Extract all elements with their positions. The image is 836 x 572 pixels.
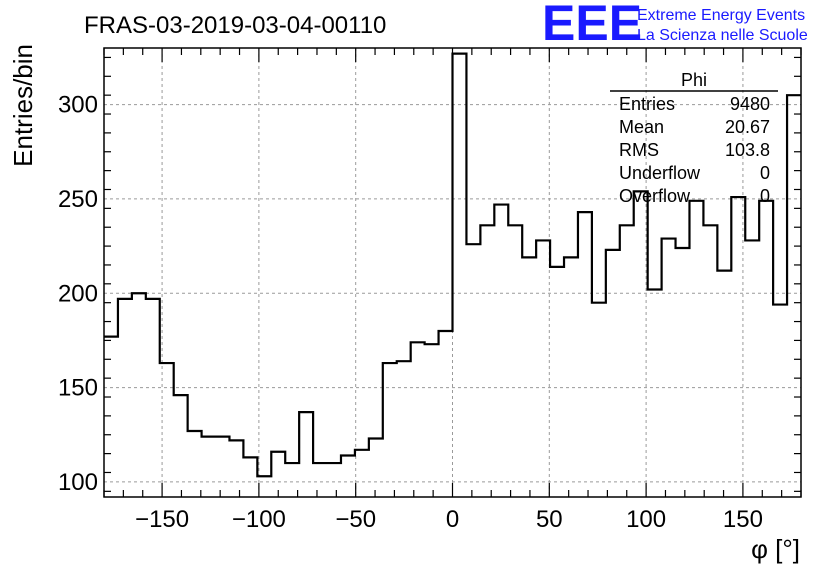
histogram-bin <box>634 191 648 497</box>
histogram-bin <box>202 437 216 497</box>
x-axis-label: φ [°] <box>751 534 800 564</box>
histogram-bin <box>229 440 243 497</box>
histogram-bin <box>146 299 160 497</box>
chart-title: FRAS-03-2019-03-04-00110 <box>84 12 386 39</box>
histogram-bin <box>243 457 257 497</box>
histogram-bin <box>188 431 202 497</box>
x-tick-label: −100 <box>232 506 286 533</box>
stats-value: 20.67 <box>725 117 770 137</box>
y-axis-label: Entries/bin <box>8 44 38 167</box>
eee-logo: EEE Extreme Energy Events La Scienza nel… <box>542 0 808 51</box>
stats-title: Phi <box>681 70 707 90</box>
stats-label: Overflow <box>619 186 691 206</box>
histogram-bin <box>606 250 620 497</box>
histogram-bin <box>494 205 508 497</box>
histogram-bin <box>174 395 188 497</box>
stats-label: Entries <box>619 94 675 114</box>
stats-value: 0 <box>760 163 770 183</box>
stats-box: Phi Entries 9480 Mean 20.67 RMS 103.8 Underflo… <box>610 70 778 206</box>
tick-labels: −150 −100 −50 0 50 100 150 100 150 200 250 300 <box>58 92 763 533</box>
eee-logo-mark: EEE <box>542 0 642 51</box>
y-tick-label: 150 <box>58 375 98 402</box>
x-tick-label: −50 <box>335 506 376 533</box>
histogram-bin <box>536 240 550 497</box>
histogram-bin <box>299 412 313 497</box>
eee-logo-line1: Extreme Energy Events <box>637 7 805 24</box>
y-tick-label: 250 <box>58 186 98 213</box>
x-tick-label: 100 <box>626 506 666 533</box>
histogram-bin <box>216 437 230 497</box>
histogram-bin <box>773 305 787 497</box>
histogram-bin <box>620 225 634 497</box>
histogram-bin <box>369 439 383 497</box>
histogram-bin <box>466 244 480 497</box>
histogram-bin <box>132 293 146 497</box>
stats-label: RMS <box>619 140 659 160</box>
stats-value: 9480 <box>730 94 770 114</box>
histogram-bin <box>759 201 773 497</box>
histogram-bin <box>676 248 690 497</box>
stats-value: 103.8 <box>725 140 770 160</box>
y-tick-label: 300 <box>58 92 98 119</box>
histogram-bin <box>341 455 355 497</box>
histogram-bin <box>383 363 397 497</box>
histogram-bin <box>355 450 369 497</box>
histogram-bin <box>592 303 606 497</box>
stats-label: Mean <box>619 117 664 137</box>
histogram <box>104 52 801 497</box>
histogram-bin <box>522 257 536 497</box>
histogram-bin <box>425 344 439 497</box>
histogram-bin <box>787 95 801 497</box>
histogram-bin <box>745 240 759 497</box>
plot-frame <box>103 47 802 498</box>
x-tick-label: 50 <box>536 506 563 533</box>
stats-label: Underflow <box>619 163 701 183</box>
histogram-bin <box>313 463 327 497</box>
histogram-bin <box>160 363 174 497</box>
histogram-bin <box>731 197 745 497</box>
eee-logo-line2: La Scienza nelle Scuole <box>637 27 808 44</box>
histogram-bin <box>717 271 731 497</box>
histogram-bin <box>648 289 662 497</box>
x-tick-label: 0 <box>446 506 459 533</box>
histogram-bin <box>439 331 453 497</box>
histogram-bin <box>703 225 717 497</box>
histogram-bin <box>453 54 467 497</box>
histogram-bin <box>411 342 425 497</box>
histogram-bin <box>118 299 132 497</box>
histogram-bin <box>397 361 411 497</box>
x-tick-label: 150 <box>723 506 763 533</box>
histogram-bin <box>550 267 564 497</box>
histogram-bin <box>327 463 341 497</box>
histogram-bin <box>508 225 522 497</box>
histogram-bin <box>662 239 676 497</box>
histogram-bin <box>564 257 578 497</box>
y-tick-label: 100 <box>58 469 98 496</box>
y-tick-label: 200 <box>58 280 98 307</box>
histogram-bin <box>480 225 494 497</box>
x-tick-label: −150 <box>135 506 189 533</box>
histogram-bin <box>578 212 592 497</box>
stats-value: 0 <box>760 186 770 206</box>
histogram-outline <box>104 52 801 478</box>
histogram-bin <box>689 201 703 497</box>
stats-rows: Entries 9480 Mean 20.67 RMS 103.8 Underflow 0 Ov… <box>619 94 770 206</box>
